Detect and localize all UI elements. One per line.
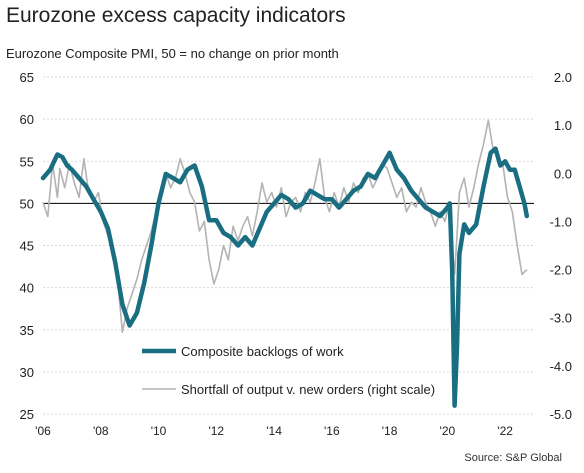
y-left-tick-label: 65: [20, 70, 34, 85]
x-tick-label: '10: [151, 424, 167, 438]
y-right-tick-label: -1.0: [550, 214, 572, 229]
y-axis-left-ticks: 25 30 35 40 45 50 55 60 65: [20, 70, 34, 422]
x-tick-label: '16: [324, 424, 340, 438]
y-right-tick-label: -4.0: [550, 359, 572, 374]
x-axis-ticks: '06 '08 '10 '12 '14 '16 '18 '20 '22: [35, 424, 513, 438]
x-tick-label: '14: [266, 424, 282, 438]
y-left-tick-label: 45: [20, 239, 34, 254]
y-left-tick-label: 30: [20, 365, 34, 380]
y-left-tick-label: 25: [20, 407, 34, 422]
y-left-tick-label: 50: [20, 196, 34, 211]
x-tick-label: '12: [208, 424, 224, 438]
chart-subtitle: Eurozone Composite PMI, 50 = no change o…: [6, 46, 339, 61]
y-right-tick-label: 2.0: [554, 70, 572, 85]
y-left-tick-label: 35: [20, 323, 34, 338]
legend: Composite backlogs of work Shortfall of …: [142, 344, 435, 397]
y-right-tick-label: -3.0: [550, 311, 572, 326]
y-right-tick-label: 1.0: [554, 118, 572, 133]
x-tick-label: '22: [497, 424, 513, 438]
y-left-tick-label: 40: [20, 281, 34, 296]
y-left-tick-label: 55: [20, 154, 34, 169]
legend-label-backlogs: Composite backlogs of work: [181, 344, 344, 359]
y-right-tick-label: -2.0: [550, 263, 572, 278]
x-tick-label: '18: [382, 424, 398, 438]
y-right-tick-label: -5.0: [550, 407, 572, 422]
legend-label-shortfall: Shortfall of output v. new orders (right…: [181, 382, 435, 397]
chart-title: Eurozone excess capacity indicators: [6, 4, 346, 27]
x-tick-label: '20: [440, 424, 456, 438]
y-left-tick-label: 60: [20, 112, 34, 127]
x-tick-label: '06: [35, 424, 51, 438]
series-backlogs-line: [40, 146, 530, 408]
y-axis-right-ticks: -5.0 -4.0 -3.0 -2.0 -1.0 0.0 1.0 2.0: [550, 70, 572, 422]
y-right-tick-label: 0.0: [554, 166, 572, 181]
source-note: Source: S&P Global: [464, 452, 562, 464]
x-tick-label: '08: [93, 424, 109, 438]
